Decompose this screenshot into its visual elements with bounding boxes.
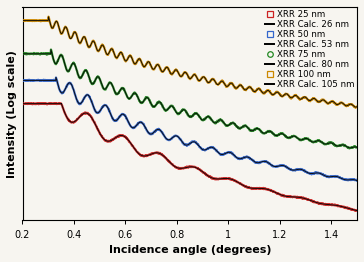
Legend: XRR 25 nm, XRR Calc. 26 nm, XRR 50 nm, XRR Calc. 53 nm, XRR 75 nm, XRR Calc. 80 : XRR 25 nm, XRR Calc. 26 nm, XRR 50 nm, X… bbox=[264, 8, 356, 91]
X-axis label: Incidence angle (degrees): Incidence angle (degrees) bbox=[108, 245, 271, 255]
Y-axis label: Intensity (Log scale): Intensity (Log scale) bbox=[7, 50, 17, 178]
